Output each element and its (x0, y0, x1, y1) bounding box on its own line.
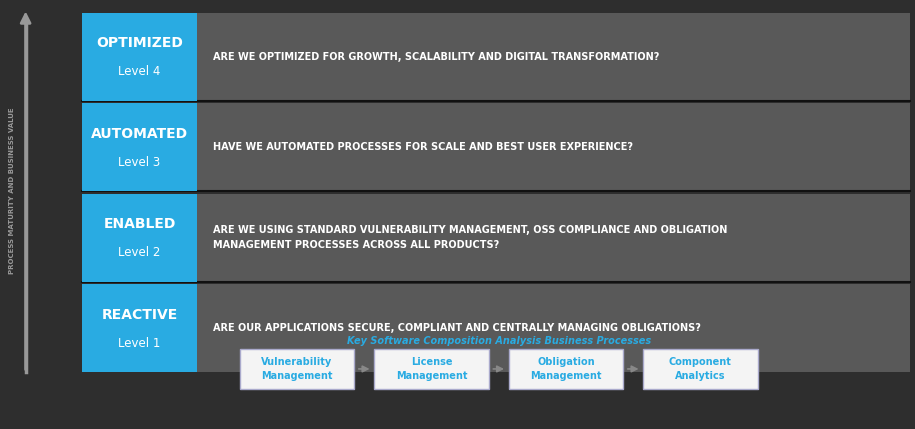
Text: PROCESS MATURITY AND BUSINESS VALUE: PROCESS MATURITY AND BUSINESS VALUE (9, 107, 15, 274)
Text: OPTIMIZED: OPTIMIZED (96, 36, 183, 50)
Text: Vulnerability
Management: Vulnerability Management (261, 357, 333, 381)
Text: Level 3: Level 3 (118, 156, 161, 169)
Text: ENABLED: ENABLED (103, 217, 176, 231)
Text: Component
Analytics: Component Analytics (669, 357, 732, 381)
FancyBboxPatch shape (509, 348, 623, 390)
Text: HAVE WE AUTOMATED PROCESSES FOR SCALE AND BEST USER EXPERIENCE?: HAVE WE AUTOMATED PROCESSES FOR SCALE AN… (213, 142, 633, 152)
FancyBboxPatch shape (82, 13, 910, 101)
Text: ARE WE USING STANDARD VULNERABILITY MANAGEMENT, OSS COMPLIANCE AND OBLIGATION
MA: ARE WE USING STANDARD VULNERABILITY MANA… (213, 226, 727, 250)
Text: Level 1: Level 1 (118, 337, 161, 350)
FancyBboxPatch shape (82, 13, 197, 101)
FancyBboxPatch shape (240, 348, 354, 390)
FancyBboxPatch shape (82, 284, 197, 372)
Text: Obligation
Management: Obligation Management (530, 357, 602, 381)
Text: ARE OUR APPLICATIONS SECURE, COMPLIANT AND CENTRALLY MANAGING OBLIGATIONS?: ARE OUR APPLICATIONS SECURE, COMPLIANT A… (213, 323, 701, 333)
FancyBboxPatch shape (374, 348, 489, 390)
FancyBboxPatch shape (82, 103, 197, 191)
Text: AUTOMATED: AUTOMATED (91, 127, 188, 141)
Text: Level 2: Level 2 (118, 246, 161, 260)
Text: Level 4: Level 4 (118, 65, 161, 79)
Text: REACTIVE: REACTIVE (102, 308, 178, 322)
FancyBboxPatch shape (82, 103, 910, 191)
Text: ARE WE OPTIMIZED FOR GROWTH, SCALABILITY AND DIGITAL TRANSFORMATION?: ARE WE OPTIMIZED FOR GROWTH, SCALABILITY… (213, 52, 660, 62)
FancyBboxPatch shape (82, 194, 910, 282)
Text: Key Software Composition Analysis Business Processes: Key Software Composition Analysis Busine… (347, 336, 651, 346)
FancyBboxPatch shape (643, 348, 758, 390)
FancyBboxPatch shape (82, 194, 197, 282)
FancyBboxPatch shape (82, 284, 910, 372)
Text: License
Management: License Management (395, 357, 468, 381)
